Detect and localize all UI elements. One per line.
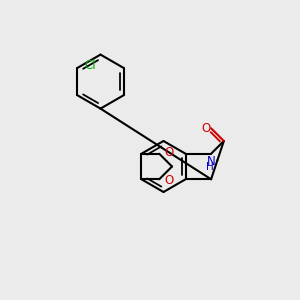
Text: H: H [206,162,214,172]
Text: O: O [201,122,210,135]
Text: O: O [165,174,174,187]
Text: Cl: Cl [85,58,96,72]
Text: N: N [207,155,215,168]
Text: O: O [165,146,174,159]
